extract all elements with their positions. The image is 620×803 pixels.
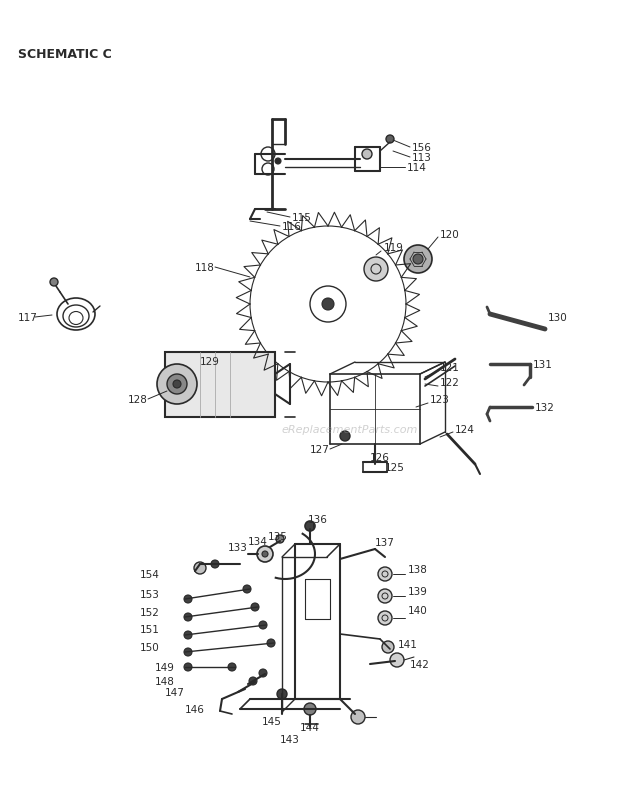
Circle shape [167, 374, 187, 394]
Text: 154: 154 [140, 569, 160, 579]
Circle shape [257, 546, 273, 562]
Text: 118: 118 [195, 263, 215, 273]
Circle shape [275, 159, 281, 165]
Text: 150: 150 [140, 642, 160, 652]
Circle shape [262, 552, 268, 557]
Circle shape [305, 521, 315, 532]
Text: eReplacementParts.com: eReplacementParts.com [282, 425, 418, 434]
Circle shape [50, 279, 58, 287]
Text: 124: 124 [455, 425, 475, 434]
Text: 125: 125 [385, 463, 405, 472]
Circle shape [304, 703, 316, 715]
Text: 113: 113 [412, 153, 432, 163]
Text: 139: 139 [408, 586, 428, 597]
Text: 141: 141 [398, 639, 418, 649]
Circle shape [386, 136, 394, 144]
Text: 146: 146 [185, 704, 205, 714]
Text: 120: 120 [440, 230, 460, 240]
FancyBboxPatch shape [165, 352, 275, 417]
Text: 152: 152 [140, 607, 160, 618]
Text: 131: 131 [533, 360, 553, 369]
Text: 140: 140 [408, 605, 428, 615]
Circle shape [378, 567, 392, 581]
Text: 114: 114 [407, 163, 427, 173]
Text: 148: 148 [155, 676, 175, 686]
Text: 122: 122 [440, 377, 460, 388]
Text: 156: 156 [412, 143, 432, 153]
Circle shape [184, 613, 192, 622]
Circle shape [322, 299, 334, 311]
Circle shape [251, 603, 259, 611]
Circle shape [211, 560, 219, 569]
Circle shape [382, 642, 394, 653]
Text: 127: 127 [310, 444, 330, 454]
Text: 126: 126 [370, 452, 390, 463]
Circle shape [184, 663, 192, 671]
Text: 128: 128 [128, 394, 148, 405]
Text: 142: 142 [410, 659, 430, 669]
Text: 130: 130 [548, 312, 568, 323]
Circle shape [194, 562, 206, 574]
Circle shape [340, 431, 350, 442]
Text: 121: 121 [440, 362, 460, 373]
Circle shape [413, 255, 423, 265]
Text: 129: 129 [200, 357, 220, 366]
Text: 134: 134 [248, 536, 268, 546]
Circle shape [390, 653, 404, 667]
Circle shape [184, 648, 192, 656]
Circle shape [351, 710, 365, 724]
Circle shape [249, 677, 257, 685]
Circle shape [184, 631, 192, 639]
Text: SCHEMATIC C: SCHEMATIC C [18, 48, 112, 61]
Circle shape [228, 663, 236, 671]
Text: 147: 147 [165, 687, 185, 697]
Text: 143: 143 [280, 734, 300, 744]
Text: 116: 116 [282, 222, 302, 232]
Circle shape [259, 669, 267, 677]
Text: 151: 151 [140, 624, 160, 634]
Circle shape [157, 365, 197, 405]
Circle shape [276, 536, 284, 544]
Text: 138: 138 [408, 565, 428, 574]
Text: 136: 136 [308, 515, 328, 524]
Circle shape [267, 639, 275, 647]
Text: 115: 115 [292, 213, 312, 222]
Circle shape [364, 258, 388, 282]
Circle shape [243, 585, 251, 593]
Text: 133: 133 [228, 542, 248, 552]
Text: 119: 119 [384, 243, 404, 253]
Circle shape [378, 611, 392, 626]
Text: 132: 132 [535, 402, 555, 413]
Circle shape [404, 246, 432, 274]
Circle shape [362, 150, 372, 160]
Text: 117: 117 [18, 312, 38, 323]
Text: 144: 144 [300, 722, 320, 732]
Text: 145: 145 [262, 716, 282, 726]
Circle shape [173, 381, 181, 389]
Circle shape [259, 622, 267, 630]
Circle shape [378, 589, 392, 603]
Text: 123: 123 [430, 394, 450, 405]
Text: 153: 153 [140, 589, 160, 599]
Circle shape [277, 689, 287, 699]
Text: 137: 137 [375, 537, 395, 548]
Text: 149: 149 [155, 662, 175, 672]
Text: 135: 135 [268, 532, 288, 541]
Circle shape [184, 595, 192, 603]
